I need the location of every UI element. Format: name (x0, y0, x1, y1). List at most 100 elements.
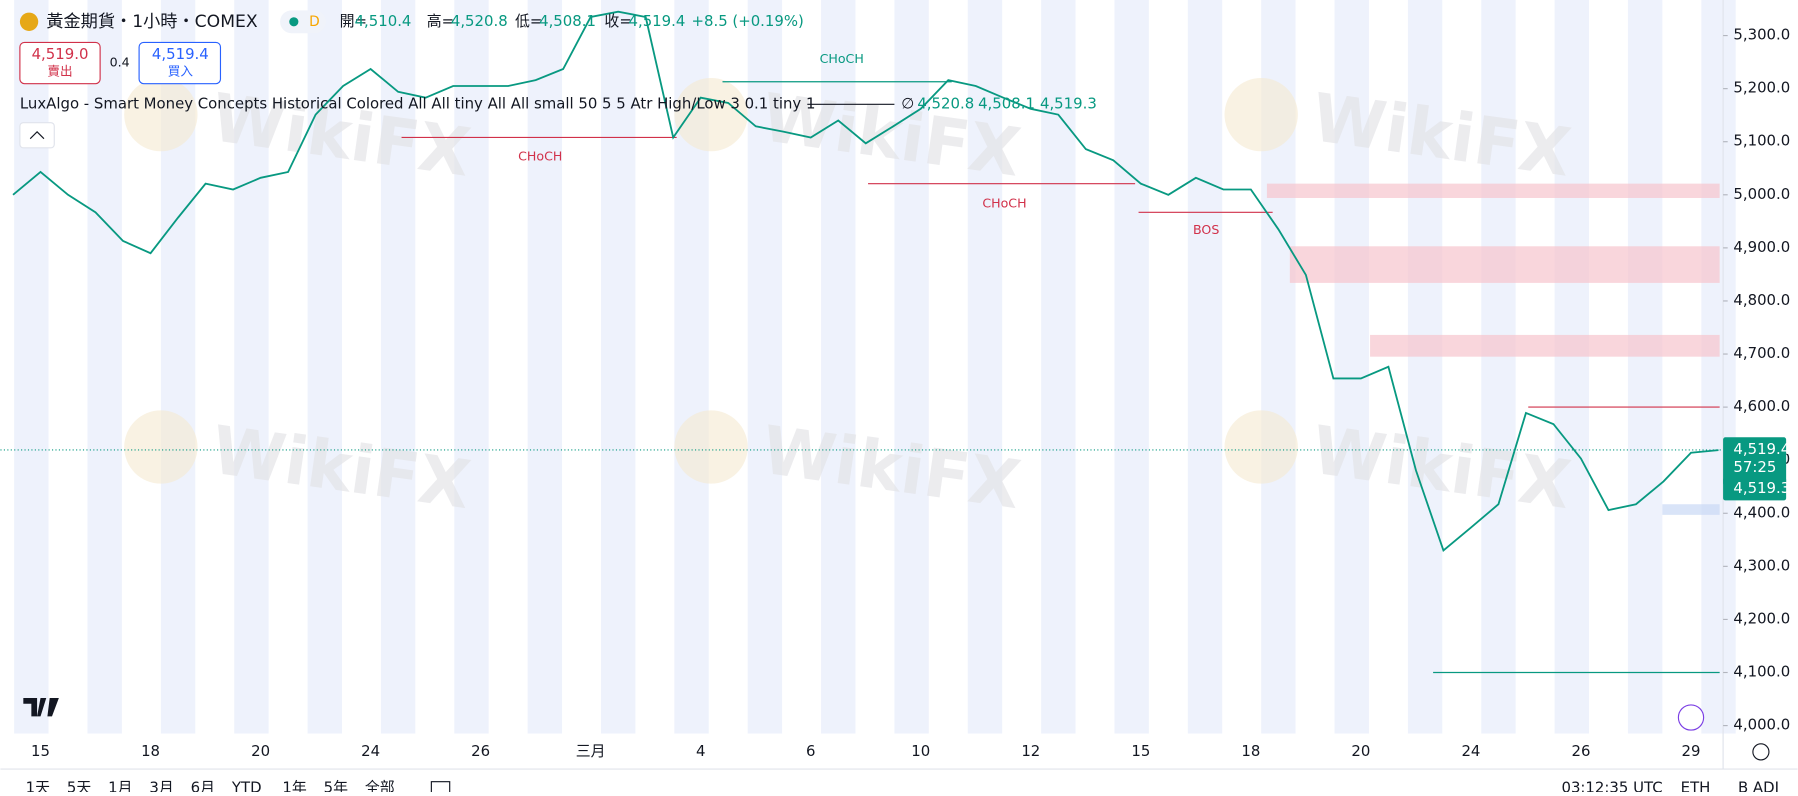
settings-icon[interactable] (1752, 743, 1770, 761)
x-tick-label: 10 (911, 742, 930, 760)
watermark-logo (674, 77, 748, 152)
session-band (1701, 0, 1736, 734)
indicator-name: LuxAlgo - Smart Money Concepts Historica… (20, 94, 816, 112)
session[interactable]: ETH (1681, 779, 1711, 796)
session-band (454, 0, 489, 734)
indicator-value: 4,508.1 (978, 94, 1035, 112)
structure-label: CHoCH (982, 196, 1026, 211)
zone (1289, 246, 1720, 283)
zone (1370, 334, 1720, 357)
session-band (1407, 0, 1443, 734)
ohlc-low-label: 低= (515, 12, 542, 30)
y-tick-label: 4,100.0 (1733, 663, 1790, 681)
buy-label: 買入 (168, 64, 194, 79)
adjustment[interactable]: B ADJ (1738, 779, 1779, 796)
x-tick-label: 20 (1351, 742, 1370, 760)
buy-price: 4,519.4 (152, 45, 209, 63)
badge: D (309, 14, 320, 30)
countdown: 57:25 (1733, 458, 1776, 476)
session-band (1554, 0, 1589, 734)
range-button[interactable]: YTD (231, 779, 262, 796)
x-tick-label: 20 (251, 742, 270, 760)
x-tick-label: 24 (1461, 742, 1480, 760)
range-button[interactable]: 1月 (108, 779, 132, 796)
price-tag (1723, 437, 1787, 486)
structure-label: CHoCH (518, 149, 562, 164)
ohlc-open-label: 開= (340, 12, 367, 30)
session-band (1627, 0, 1663, 734)
range-button[interactable]: 3月 (149, 779, 173, 796)
zone (1662, 504, 1720, 515)
x-tick-label: 29 (1682, 742, 1701, 760)
indicator-tag-label: 4,519.3 (1733, 479, 1790, 497)
x-tick-label: 26 (471, 742, 490, 760)
structure-label: CHoCH (820, 51, 864, 66)
watermark-logo (124, 410, 198, 484)
watermark-logo (1224, 77, 1298, 152)
sell-label: 賣出 (47, 64, 72, 79)
range-button[interactable]: 1天 (26, 779, 50, 796)
structure-label: BOS (1193, 222, 1219, 237)
collapse-button[interactable] (19, 122, 55, 149)
y-tick-label: 5,200.0 (1733, 79, 1790, 97)
range-button[interactable]: 6月 (191, 779, 215, 796)
sell-button[interactable] (19, 41, 101, 85)
x-tick-label: 12 (1021, 742, 1040, 760)
y-tick-label: 4,900.0 (1733, 238, 1790, 256)
session-band (1114, 0, 1149, 734)
indicator-value: 4,520.8 (917, 94, 974, 112)
spread: 0.4 (110, 55, 130, 70)
range-button[interactable]: 5年 (324, 779, 348, 796)
calendar-icon[interactable] (430, 781, 451, 796)
symbol: 黃金期貨・1小時・COMEX (46, 12, 258, 32)
collapse-icon (29, 130, 45, 140)
session-band (527, 0, 563, 734)
x-tick-label: 18 (1241, 742, 1260, 760)
session-band (87, 0, 122, 734)
session-band (747, 0, 783, 734)
y-tick-label: 4,800.0 (1733, 291, 1790, 309)
range-button[interactable]: 全部 (365, 779, 395, 796)
session-band (1481, 0, 1516, 734)
status-dot (289, 17, 299, 27)
session-band (380, 0, 416, 734)
ohlc-low: 4,508.1 (539, 12, 596, 30)
x-tick-label: 24 (361, 742, 380, 760)
buy-button[interactable] (138, 41, 222, 85)
session-band (1334, 0, 1369, 734)
price-tag-label: 4,519.4 (1733, 440, 1790, 458)
x-tick-label: 4 (696, 742, 705, 760)
ohlc-close-label: 收= (604, 12, 631, 30)
x-tick-label: 三月 (576, 742, 606, 760)
range-button[interactable]: 5天 (67, 779, 91, 796)
y-tick-label: 4,700.0 (1733, 344, 1790, 362)
watermark-logo (1224, 410, 1298, 484)
y-tick-label: 4,600.0 (1733, 397, 1790, 415)
session-band (307, 0, 342, 734)
session-band (234, 0, 269, 734)
indicator-tag (1723, 477, 1787, 501)
indicator-value: 4,519.3 (1040, 94, 1097, 112)
ohlc-open: 4,510.4 (355, 12, 412, 30)
range-button[interactable]: 1年 (282, 779, 306, 796)
ohlc-high: 4,520.8 (451, 12, 508, 30)
ohlc-high-label: 高= (427, 12, 454, 30)
price-line (12, 10, 1719, 552)
ohlc-close: 4,519.4 (629, 12, 686, 30)
y-tick-label: 4,400.0 (1733, 503, 1790, 521)
y-tick-label: 5,100.0 (1733, 132, 1790, 150)
x-tick-label: 15 (1131, 742, 1150, 760)
session-band (1041, 0, 1076, 734)
y-tick-label: 4,200.0 (1733, 609, 1790, 627)
session-band (821, 0, 856, 734)
symbol-icon (19, 12, 39, 31)
session-band (1187, 0, 1223, 734)
session-band (600, 0, 636, 734)
y-tick-label: 5,300.0 (1733, 26, 1790, 44)
watermark-logo (674, 410, 748, 484)
y-tick-label: 5,000.0 (1733, 185, 1790, 203)
scroll-button[interactable] (1677, 704, 1705, 731)
